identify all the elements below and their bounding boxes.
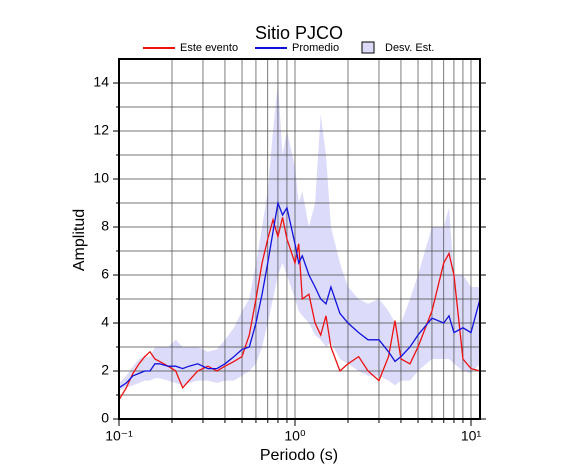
y-tick-label: 10	[93, 170, 109, 186]
std-band	[119, 83, 480, 391]
legend-label: Este evento	[180, 42, 238, 54]
x-tick-label: 10⁰	[284, 428, 306, 444]
x-tick-label: 10⁻¹	[105, 428, 133, 444]
y-tick-label: 6	[101, 266, 109, 282]
line-series	[118, 217, 481, 401]
y-tick-label: 8	[101, 218, 109, 234]
plot-frame	[118, 58, 481, 420]
y-axis-label: Amplitud	[71, 209, 88, 271]
legend-label: Desv. Est.	[385, 42, 434, 54]
y-tick-label: 14	[93, 74, 109, 90]
legend-swatch	[361, 41, 375, 54]
x-tick-label: 10¹	[461, 428, 482, 444]
y-tick-label: 12	[93, 122, 109, 138]
y-tick-label: 0	[101, 410, 109, 426]
y-tick-label: 4	[101, 314, 109, 330]
x-axis-label: Periodo (s)	[260, 447, 338, 464]
chart-title: Sitio PJCO	[255, 23, 343, 43]
legend-label: Promedio	[292, 42, 339, 54]
line-series	[118, 200, 481, 389]
y-tick-label: 2	[101, 362, 109, 378]
